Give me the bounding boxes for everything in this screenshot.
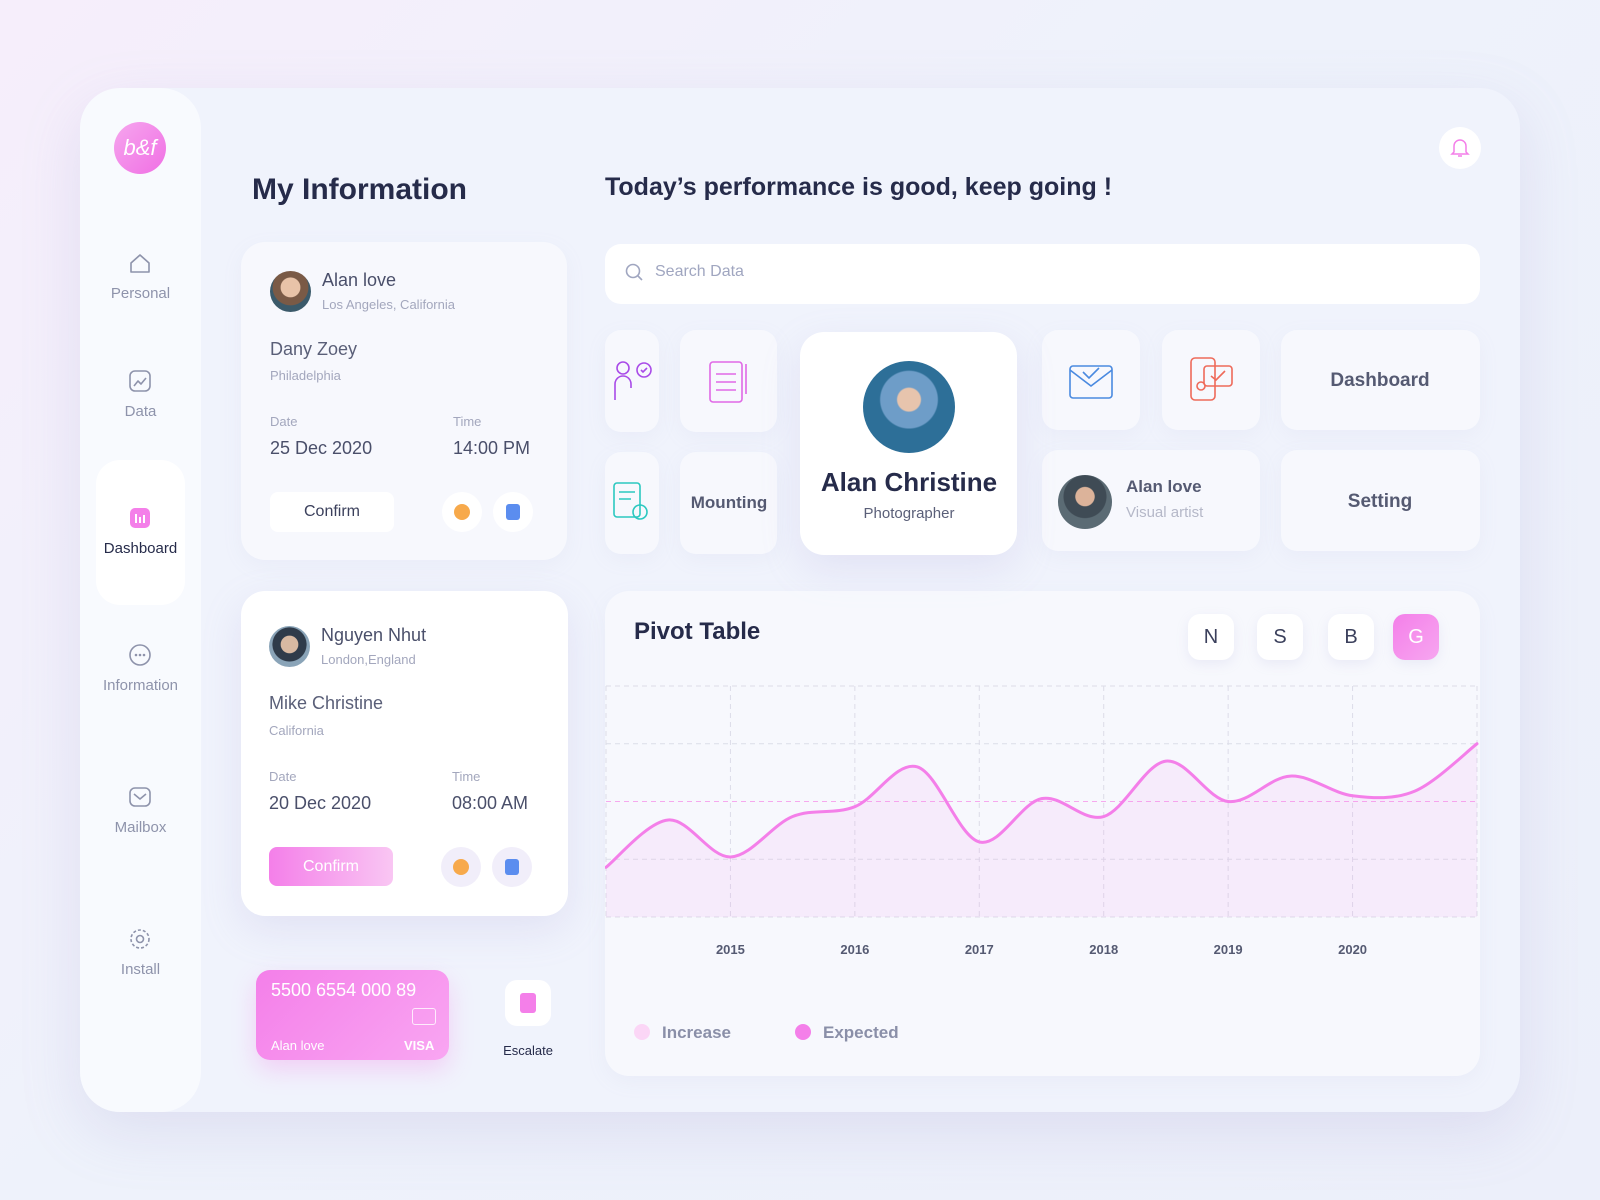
pivot-panel <box>605 591 1480 1076</box>
tile[interactable] <box>605 330 659 432</box>
filter-button[interactable]: G <box>1393 614 1439 660</box>
icon-search <box>625 263 643 281</box>
mini-avatar <box>1058 475 1112 529</box>
icon-doc <box>505 859 519 875</box>
user-name: Alan love <box>322 270 397 290</box>
nav-active-bg <box>96 460 185 605</box>
tile-label: Setting <box>1347 491 1413 512</box>
x-tick-label: 2017 <box>965 942 994 957</box>
nav-item[interactable]: Personal <box>110 285 171 302</box>
nav-item[interactable]: Data <box>124 403 157 420</box>
icon-data <box>129 370 151 392</box>
chart-title: Pivot Table <box>634 618 761 645</box>
icon-home <box>130 254 150 273</box>
tile-label: Dashboard <box>1330 370 1430 391</box>
avatar <box>270 271 311 312</box>
user-location: London,England <box>321 652 416 667</box>
search-placeholder: Search Data <box>655 263 744 280</box>
legend-label: Increase <box>662 1023 731 1042</box>
icon-people <box>614 361 652 400</box>
icon-mail-flap <box>133 793 147 800</box>
tile[interactable] <box>1162 330 1260 430</box>
section-title: My Information <box>252 173 467 206</box>
client-name: Dany Zoey <box>270 339 358 359</box>
user-name: Nguyen Nhut <box>321 625 427 645</box>
icon-file <box>520 993 536 1013</box>
date-label: Date <box>269 769 297 784</box>
nav-item[interactable]: Mailbox <box>114 819 167 836</box>
tile-label: Mounting <box>690 493 768 512</box>
featured-name: Alan Christine <box>820 467 998 497</box>
tile[interactable] <box>1042 330 1140 430</box>
confirm-button[interactable]: Confirm <box>270 492 394 532</box>
featured-role: Photographer <box>863 505 955 522</box>
time: 14:00 PM <box>453 438 531 458</box>
tile[interactable] <box>680 330 777 432</box>
line <box>605 742 1479 869</box>
client-name: Mike Christine <box>269 693 384 713</box>
nav-item[interactable]: Information <box>102 677 179 694</box>
chart: 2015 2016 2017 2018 2019 2020 <box>605 685 1479 957</box>
confirm-button[interactable]: Confirm <box>269 847 393 886</box>
tile[interactable] <box>1281 450 1480 551</box>
tile[interactable] <box>680 452 777 554</box>
avatar <box>269 626 310 667</box>
icon-gear <box>130 929 150 949</box>
featured-avatar <box>863 361 955 453</box>
date: 25 Dec 2020 <box>270 438 373 458</box>
icon-compass <box>453 859 469 875</box>
legend-label: Expected <box>823 1023 899 1042</box>
x-tick-label: 2016 <box>840 942 869 957</box>
x-tick-label: 2015 <box>716 942 745 957</box>
client-city: California <box>269 723 324 738</box>
icon-bell <box>1450 139 1470 157</box>
nav-icons <box>129 254 151 949</box>
x-tick-label: 2019 <box>1214 942 1243 957</box>
user-location: Los Angeles, California <box>322 297 455 312</box>
filter-button[interactable]: N <box>1188 614 1234 660</box>
tile[interactable] <box>1281 330 1480 430</box>
time-label: Time <box>453 414 482 429</box>
icon-certificate <box>613 482 648 520</box>
mini-name: Alan love <box>1126 477 1202 496</box>
date-label: Date <box>270 414 298 429</box>
icon-data-line <box>133 377 147 387</box>
card-chip <box>412 1008 436 1025</box>
nav-item-active[interactable]: Dashboard <box>103 540 178 557</box>
filter-button[interactable]: S <box>1257 614 1303 660</box>
headline: Today’s performance is good, keep going … <box>605 173 1113 201</box>
card-brand: VISA <box>404 1038 435 1053</box>
logo[interactable]: b&f <box>114 122 166 174</box>
legend-swatch <box>634 1024 650 1040</box>
date: 20 Dec 2020 <box>269 793 372 813</box>
search-bar[interactable] <box>605 244 1480 304</box>
icon-gear-center <box>135 934 145 944</box>
card-number: 5500 6554 000 89 <box>271 980 417 1000</box>
time-label: Time <box>452 769 481 784</box>
payment-card[interactable] <box>256 970 449 1060</box>
icon-mail <box>129 787 151 807</box>
line-area <box>606 743 1477 917</box>
tile-icons <box>613 357 1233 520</box>
notification-button[interactable] <box>1439 127 1481 169</box>
filter-button[interactable]: B <box>1328 614 1374 660</box>
legend-swatch <box>795 1024 811 1040</box>
icon-checklist <box>709 361 747 403</box>
x-tick-label: 2018 <box>1089 942 1118 957</box>
client-city: Philadelphia <box>270 368 341 383</box>
x-tick-label: 2020 <box>1338 942 1367 957</box>
icon-compass <box>454 504 470 520</box>
nav-item[interactable]: Install <box>120 961 161 978</box>
time: 08:00 AM <box>452 793 529 813</box>
card-holder: Alan love <box>271 1038 325 1053</box>
icon-doc <box>506 504 520 520</box>
icon-phone <box>1190 357 1233 401</box>
escalate-label: Escalate <box>503 1043 553 1058</box>
mini-role: Visual artist <box>1126 504 1204 521</box>
icon-chat <box>129 644 151 666</box>
icon-envelope <box>1069 365 1113 399</box>
